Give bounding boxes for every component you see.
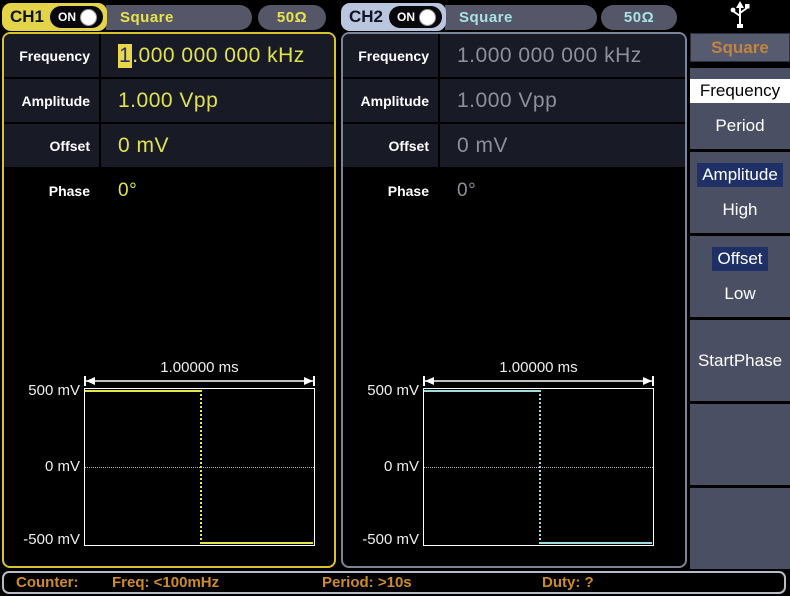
ch2-label: CH2 <box>349 7 384 26</box>
ch1-impedance-pill: 50Ω <box>258 5 326 30</box>
ch1-header: Square 50Ω CH1 ON <box>2 3 336 32</box>
ch1-panel: Square 50Ω CH1 ON Frequency 1.000 000 00… <box>2 3 336 568</box>
ch2-waveform-label: Square <box>459 9 513 26</box>
ch2-trace-high <box>424 390 539 392</box>
ch1-waveform-plot <box>84 388 315 546</box>
ch1-tab[interactable]: CH1 ON <box>2 3 108 31</box>
ch1-waveform-pill: Square <box>106 5 252 30</box>
ch2-impedance-label: 50Ω <box>623 9 655 26</box>
menu-stack: Frequency Period Amplitude High Offset L… <box>690 68 790 569</box>
ch2-on-label: ON <box>397 10 416 24</box>
menu-section-frequency-period: Frequency Period <box>690 68 790 149</box>
ch2-period-readout: 1.00000 ms <box>499 359 578 376</box>
menu-item-offset[interactable]: Offset <box>712 247 768 271</box>
ch1-ylabel-mid: 0 mV <box>44 458 80 475</box>
ch2-offset-label: Offset <box>343 124 440 167</box>
menu-item-frequency[interactable]: Frequency <box>690 79 790 103</box>
ch1-period-readout: 1.00000 ms <box>160 359 239 376</box>
counter-duty: Duty: ? <box>542 574 594 591</box>
ch2-period-arrow <box>423 376 654 386</box>
ch2-waveform-pill: Square <box>445 5 597 30</box>
ch1-ylabel-top: 500 mV <box>28 382 80 399</box>
ch1-amplitude-label: Amplitude <box>4 79 101 122</box>
ch2-body: Frequency 1.000 000 000 kHz Amplitude 1.… <box>341 32 687 568</box>
ch1-impedance-label: 50Ω <box>276 9 308 26</box>
menu-item-high[interactable]: High <box>722 200 758 219</box>
menu-item-period[interactable]: Period <box>715 116 765 135</box>
ch1-phase-label: Phase <box>48 182 90 199</box>
ch1-on-label: ON <box>58 10 77 24</box>
ch1-offset-label: Offset <box>4 124 101 167</box>
ch2-ylabel-bottom: -500 mV <box>362 531 419 548</box>
ch1-ylabel-bottom: -500 mV <box>23 531 80 548</box>
ch2-ylabel-mid: 0 mV <box>383 458 419 475</box>
ch2-frequency-row[interactable]: Frequency 1.000 000 000 kHz <box>343 34 685 79</box>
ch1-on-toggle[interactable]: ON <box>50 6 104 28</box>
ch2-toggle-knob <box>419 8 437 26</box>
ch1-frequency-value[interactable]: 1.000 000 000 kHz <box>101 34 334 77</box>
ch2-header: Square 50Ω CH2 ON <box>341 3 687 32</box>
ch2-phase-row[interactable]: Phase 0° <box>343 169 685 214</box>
ch1-label: CH1 <box>10 7 45 26</box>
menu-item-low[interactable]: Low <box>724 284 756 303</box>
ch1-period-arrow <box>84 376 315 386</box>
ch1-frequency-cursor: 1 <box>118 43 133 68</box>
ch2-ylabel-top: 500 mV <box>367 382 419 399</box>
ch2-amplitude-label: Amplitude <box>343 79 440 122</box>
menu-section-amplitude-high: Amplitude High <box>690 152 790 233</box>
ch2-trace-low <box>538 542 652 544</box>
counter-label: Counter: <box>16 574 79 591</box>
ch1-amplitude-value[interactable]: 1.000 Vpp <box>118 88 219 112</box>
ch1-waveform-label: Square <box>120 9 174 26</box>
counter-status-bar: Counter: Freq: <100mHz Period: >10s Duty… <box>2 571 786 594</box>
ch1-toggle-knob <box>80 8 98 26</box>
ch2-impedance-pill: 50Ω <box>601 5 677 30</box>
ch1-trace-high <box>85 390 200 392</box>
menu-item-amplitude[interactable]: Amplitude <box>697 163 783 187</box>
counter-period: Period: >10s <box>322 574 412 591</box>
ch1-trace-transition <box>199 390 202 544</box>
ch2-amplitude-value[interactable]: 1.000 Vpp <box>457 88 558 112</box>
softkey-menu: Square Frequency Period Amplitude High O… <box>690 0 790 596</box>
ch2-panel: Square 50Ω CH2 ON Frequency 1.000 000 00… <box>341 3 687 568</box>
counter-freq: Freq: <100mHz <box>112 574 220 591</box>
menu-item-startphase[interactable]: StartPhase <box>697 350 783 370</box>
ch1-amplitude-row[interactable]: Amplitude 1.000 Vpp <box>4 79 334 124</box>
ch2-frequency-label: Frequency <box>343 34 440 77</box>
ch2-amplitude-row[interactable]: Amplitude 1.000 Vpp <box>343 79 685 124</box>
ch1-offset-row[interactable]: Offset 0 mV <box>4 124 334 169</box>
ch1-frequency-row[interactable]: Frequency 1.000 000 000 kHz <box>4 34 334 79</box>
ch1-frequency-label: Frequency <box>4 34 101 77</box>
ch2-offset-value[interactable]: 0 mV <box>457 133 509 157</box>
ch1-phase-row[interactable]: Phase 0° <box>4 169 334 214</box>
menu-section-offset-low: Offset Low <box>690 236 790 317</box>
ch1-body: Frequency 1.000 000 000 kHz Amplitude 1.… <box>2 32 336 568</box>
ch1-frequency-rest: .000 000 000 kHz <box>132 43 305 67</box>
ch2-trace-transition <box>538 390 541 544</box>
ch1-trace-low <box>199 542 313 544</box>
ch1-offset-value[interactable]: 0 mV <box>118 133 170 157</box>
ch2-tab[interactable]: CH2 ON <box>341 3 447 31</box>
ch2-frequency-value[interactable]: 1.000 000 000 kHz <box>457 43 642 67</box>
ch2-offset-row[interactable]: Offset 0 mV <box>343 124 685 169</box>
ch1-phase-value[interactable]: 0° <box>118 179 138 201</box>
menu-section-empty-2 <box>690 488 790 569</box>
ch2-on-toggle[interactable]: ON <box>389 6 443 28</box>
ch2-waveform-plot <box>423 388 654 546</box>
ch2-phase-value[interactable]: 0° <box>457 179 477 201</box>
usb-icon <box>690 1 790 32</box>
menu-section-empty-1 <box>690 404 790 485</box>
ch2-phase-label: Phase <box>387 182 429 199</box>
menu-section-startphase: StartPhase <box>690 320 790 401</box>
menu-title: Square <box>690 33 790 62</box>
